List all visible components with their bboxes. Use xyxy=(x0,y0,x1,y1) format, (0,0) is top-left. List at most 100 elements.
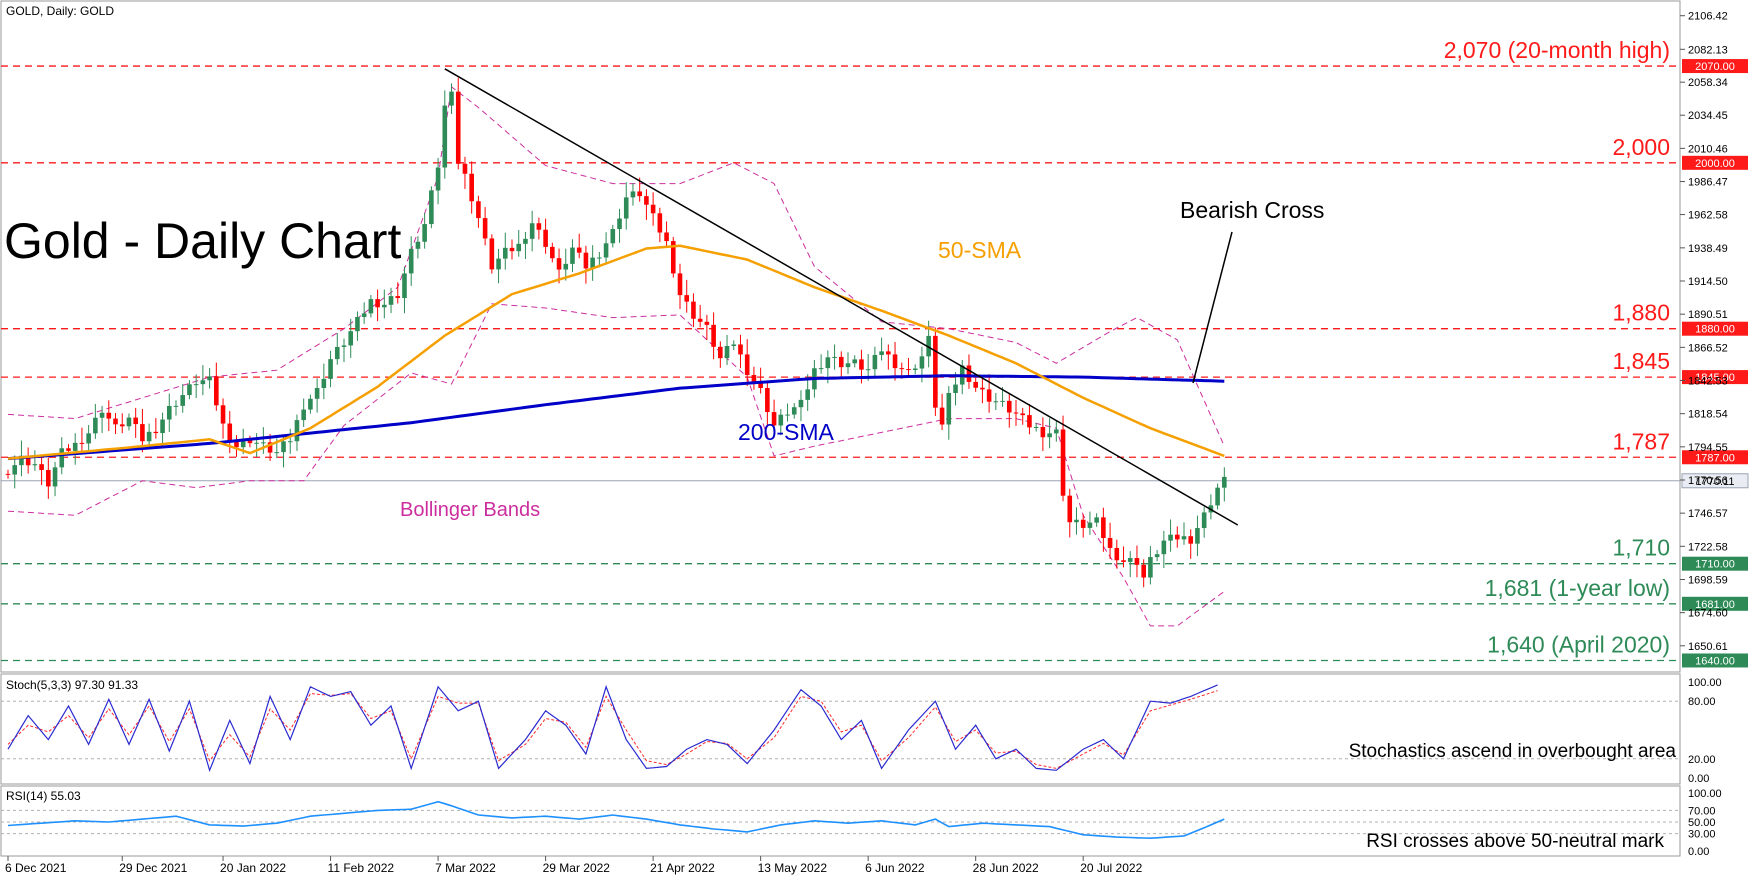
stoch-tick-label: 80.00 xyxy=(1688,696,1716,708)
candle-body xyxy=(442,105,448,168)
candle-body xyxy=(1033,426,1039,428)
candle-body xyxy=(1054,429,1059,434)
candle-body xyxy=(543,229,548,247)
candle-body xyxy=(570,247,575,264)
rsi-title: RSI(14) 55.03 xyxy=(6,789,81,803)
candle-body xyxy=(583,252,589,269)
level-label-2: 1,880 xyxy=(1612,300,1670,326)
date-tick-label: 7 Mar 2022 xyxy=(435,861,496,875)
candle-body xyxy=(476,201,481,219)
price-tick-label: 1890.51 xyxy=(1688,309,1728,321)
main-panel-frame xyxy=(0,0,1681,673)
stoch-annotation: Stochastics ascend in overbought area xyxy=(1349,741,1677,762)
candle-body xyxy=(240,439,246,448)
candle-body xyxy=(718,346,723,359)
candle-body xyxy=(52,467,58,487)
sma50-line xyxy=(7,244,1225,460)
candle-body xyxy=(301,409,306,421)
price-tick-label: 1698.59 xyxy=(1688,574,1728,586)
candle-body xyxy=(738,344,743,355)
sma200-line xyxy=(7,374,1225,461)
candle-body xyxy=(32,464,38,466)
candle-body xyxy=(5,473,11,475)
candle-body xyxy=(180,395,186,406)
candle-body xyxy=(72,442,78,451)
candle-body xyxy=(1040,426,1046,438)
candle-body xyxy=(39,464,44,470)
date-tick-label: 29 Mar 2022 xyxy=(543,861,611,875)
candle-body xyxy=(731,344,737,346)
price-tick-label: 1746.57 xyxy=(1688,508,1728,520)
candle-body xyxy=(798,399,804,408)
candle-body xyxy=(388,296,394,305)
candle-body xyxy=(852,359,858,364)
price-tick-label: 1794.55 xyxy=(1688,442,1728,454)
candle-body xyxy=(509,247,515,252)
candle-body xyxy=(1141,564,1146,578)
candle-body xyxy=(523,238,528,244)
candle-body xyxy=(79,442,85,444)
candle-body xyxy=(93,417,98,434)
candle-body xyxy=(865,369,871,371)
candle-body xyxy=(234,440,239,448)
candle-body xyxy=(529,223,535,239)
candle-body xyxy=(1000,400,1005,402)
price-tick-label: 1938.49 xyxy=(1688,243,1728,255)
candle-body xyxy=(193,384,199,386)
candle-body xyxy=(502,247,508,259)
candle-body xyxy=(1080,519,1086,528)
candle-body xyxy=(691,301,696,319)
candle-body xyxy=(939,407,945,425)
candle-body xyxy=(355,316,360,332)
candle-body xyxy=(1067,495,1073,523)
candle-body xyxy=(113,418,118,425)
date-tick-label: 20 Jan 2022 xyxy=(220,861,286,875)
candles xyxy=(5,77,1227,588)
candle-body xyxy=(879,351,884,355)
candle-body xyxy=(872,354,878,370)
candle-body xyxy=(838,356,844,368)
candle-body xyxy=(610,229,616,244)
candle-body xyxy=(402,273,407,299)
candle-body xyxy=(408,248,414,274)
stoch-panel-frame xyxy=(0,673,1681,785)
candle-body xyxy=(214,376,219,406)
candle-body xyxy=(1013,412,1019,414)
candle-body xyxy=(603,243,609,258)
candle-body xyxy=(25,455,31,466)
candle-body xyxy=(845,363,851,368)
bearish-cross-pointer xyxy=(1192,231,1233,384)
candle-body xyxy=(106,412,112,419)
candle-body xyxy=(704,321,710,325)
price-tick-label: 1962.58 xyxy=(1688,210,1728,222)
symbol-label: GOLD, Daily: GOLD xyxy=(6,4,114,18)
candle-body xyxy=(1094,517,1099,523)
candle-body xyxy=(765,388,770,413)
price-axis: 2106.42 2082.13 2058.34 2034.45 2010.46 1986.… xyxy=(1680,11,1728,653)
candle-body xyxy=(287,441,293,443)
candle-body xyxy=(140,424,145,442)
price-tick-label: 2058.34 xyxy=(1688,77,1728,89)
candle-body xyxy=(966,365,972,382)
price-tick-label: 1722.58 xyxy=(1688,541,1728,553)
candle-body xyxy=(314,388,320,399)
candle-body xyxy=(99,412,105,418)
candle-body xyxy=(1027,415,1032,428)
candle-body xyxy=(832,356,837,358)
candle-body xyxy=(274,452,280,454)
candle-body xyxy=(825,357,831,369)
rsi-tick-label: 70.00 xyxy=(1688,805,1716,817)
candle-body xyxy=(744,354,750,376)
rsi-tick-label: 100.00 xyxy=(1688,788,1722,800)
candle-body xyxy=(644,196,649,205)
candle-body xyxy=(919,356,925,369)
bollinger-bands xyxy=(7,85,1225,627)
candle-body xyxy=(86,433,91,444)
candle-body xyxy=(368,299,374,314)
candle-body xyxy=(462,163,468,174)
candle-body xyxy=(220,405,226,424)
date-axis: 6 Dec 2021 29 Dec 2021 20 Jan 2022 11 Feb 2… xyxy=(5,856,1143,875)
candle-body xyxy=(146,431,152,442)
candle-body xyxy=(1121,560,1126,562)
